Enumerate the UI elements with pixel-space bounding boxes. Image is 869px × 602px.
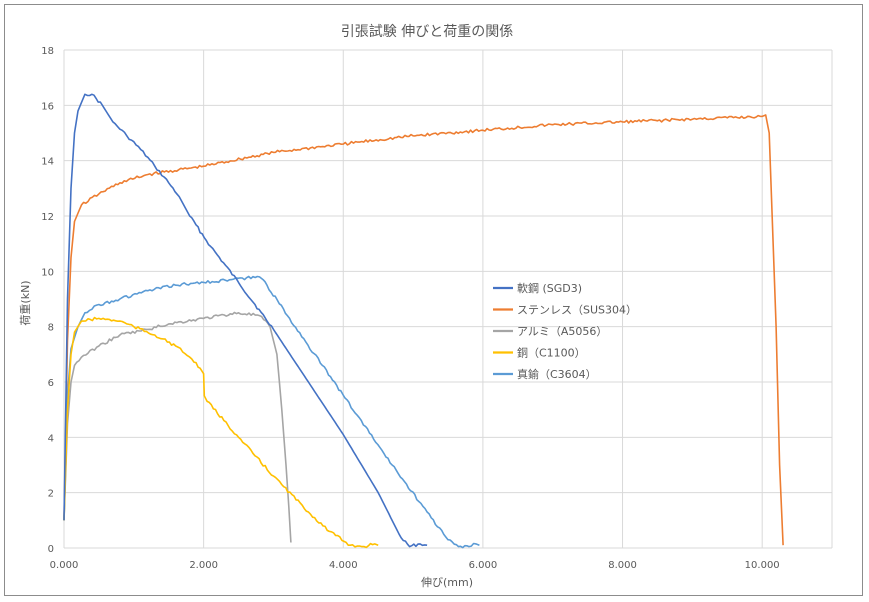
y-tick-label: 12 xyxy=(41,212,54,223)
x-tick-label: 2.000 xyxy=(189,560,218,571)
x-tick-label: 6.000 xyxy=(469,560,498,571)
x-tick-label: 8.000 xyxy=(608,560,637,571)
tick-labels: 0 2 4 6 8 10 12 14 16 18 0.000 2.000 4.000 6.000 8.000… xyxy=(41,46,779,571)
y-tick-label: 0 xyxy=(48,544,54,555)
y-tick-label: 18 xyxy=(41,46,54,57)
chart-title: 引張試験 伸びと荷重の関係 xyxy=(341,24,513,40)
legend-label: 真鍮（C3604） xyxy=(517,367,597,381)
series-line-3 xyxy=(63,311,292,543)
series-line-1 xyxy=(63,93,428,548)
series-line-5 xyxy=(63,275,480,549)
x-tick-label: 0.000 xyxy=(50,560,79,571)
y-tick-label: 4 xyxy=(48,433,54,444)
legend: 軟鋼 (SGD3) ステンレス（SUS304） アルミ（A5056） 銅（C1100）… xyxy=(493,281,637,381)
gridlines xyxy=(63,49,833,549)
legend-label: 銅（C1100） xyxy=(517,346,586,360)
legend-label: アルミ（A5056） xyxy=(517,325,607,338)
y-tick-label: 2 xyxy=(48,489,54,500)
y-tick-label: 6 xyxy=(48,378,54,389)
legend-label: ステンレス（SUS304） xyxy=(517,304,637,317)
y-axis-title: 荷重(kN) xyxy=(18,280,32,325)
x-tick-label: 4.000 xyxy=(329,560,358,571)
legend-label: 軟鋼 (SGD3) xyxy=(517,281,582,295)
y-tick-label: 8 xyxy=(48,323,54,334)
x-tick-label: 10.000 xyxy=(745,560,780,571)
y-tick-label: 10 xyxy=(41,267,54,278)
series-line-2 xyxy=(63,114,784,546)
series-line-4 xyxy=(63,316,379,549)
chart-frame xyxy=(4,4,863,596)
series-lines xyxy=(63,93,784,549)
x-axis-title: 伸び(mm) xyxy=(421,576,473,589)
y-tick-label: 16 xyxy=(41,101,54,112)
y-tick-label: 14 xyxy=(41,157,54,168)
